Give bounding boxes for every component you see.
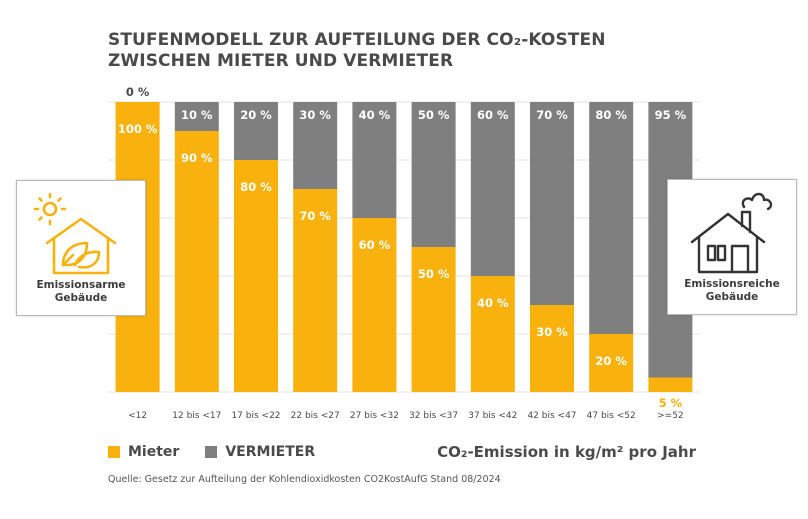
x-tick-label-1: 12 bis <17: [172, 411, 221, 421]
x-tick-label-0: <12: [128, 411, 147, 421]
bar-vermieter-5: [411, 102, 456, 247]
high-emission-building-label: Emissionsreiche Gebäude: [668, 278, 796, 304]
bar-mieter-5: [411, 247, 456, 392]
bar-mieter-6: [470, 276, 515, 392]
bar-mieter-2: [234, 160, 278, 392]
legend-label-vermieter: VERMIETER: [225, 444, 316, 460]
label-vermieter-6: 60 %: [477, 108, 509, 122]
house-leaf-sun-icon: [33, 192, 117, 275]
x-tick-labels: <12 12 bis <17 17 bis <22 22 bis <27 27 bis …: [128, 411, 684, 421]
label-mieter-4: 60 %: [359, 238, 391, 252]
label-mieter-8: 20 %: [595, 354, 627, 368]
label-vermieter-8: 80 %: [595, 108, 627, 122]
legend-item-vermieter: VERMIETER: [205, 444, 315, 460]
legend-label-mieter: Mieter: [128, 444, 180, 460]
x-tick-label-6: 37 bis <42: [468, 411, 517, 421]
label-mieter-2: 80 %: [240, 180, 272, 194]
low-emission-building-box: Emissionsarme Gebäude: [16, 180, 146, 316]
x-tick-label-5: 32 bis <37: [409, 411, 458, 421]
x-tick-label-4: 27 bis <32: [350, 411, 399, 421]
label-mieter-7: 30 %: [536, 325, 568, 339]
bars: [115, 102, 693, 392]
x-tick-label-2: 17 bis <22: [231, 411, 280, 421]
bar-mieter-7: [530, 305, 574, 392]
label-mieter-3: 70 %: [299, 209, 331, 223]
x-tick-label-7: 42 bis <47: [527, 411, 576, 421]
bar-mieter-8: [589, 334, 634, 392]
label-vermieter-7: 70 %: [536, 108, 568, 122]
data-labels: 0 % 100 % 10 % 90 % 20 % 80 % 30 % 70 % 40 % 60 %…: [118, 85, 687, 410]
bar-mieter-3: [293, 189, 338, 392]
x-tick-label-9: >=52: [657, 411, 684, 421]
bar-vermieter-8: [589, 102, 634, 334]
bar-vermieter-1: [174, 102, 219, 131]
label-vermieter-1: 10 %: [181, 108, 213, 122]
bar-vermieter-7: [530, 102, 574, 305]
legend: Mieter VERMIETER: [108, 444, 341, 460]
chart-title: STUFENMODELL ZUR AUFTEILUNG DER CO₂-KOST…: [108, 30, 606, 72]
bar-vermieter-4: [352, 102, 397, 218]
label-mieter-1: 90 %: [181, 151, 213, 165]
bar-vermieter-3: [293, 102, 338, 189]
chart-title-line-2: ZWISCHEN MIETER UND VERMIETER: [108, 51, 454, 71]
label-vermieter-4: 40 %: [359, 108, 391, 122]
label-mieter-5: 50 %: [418, 267, 450, 281]
bar-mieter-1: [174, 131, 219, 392]
bar-mieter-4: [352, 218, 397, 392]
label-vermieter-3: 30 %: [299, 108, 331, 122]
low-emission-label-line-2: Gebäude: [54, 292, 108, 304]
x-tick-label-3: 22 bis <27: [291, 411, 340, 421]
high-emission-label-line-1: Emissionsreiche: [684, 278, 780, 290]
source-note: Quelle: Gesetz zur Aufteilung der Kohlen…: [108, 474, 501, 485]
high-emission-label-line-2: Gebäude: [705, 291, 759, 303]
high-emission-building-box: Emissionsreiche Gebäude: [667, 179, 797, 315]
label-mieter-6: 40 %: [477, 296, 509, 310]
x-axis-title: CO₂-Emission in kg/m² pro Jahr: [437, 443, 696, 461]
label-mieter-0: 100 %: [118, 122, 158, 136]
low-emission-building-label: Emissionsarme Gebäude: [17, 279, 145, 305]
chart-title-line-1: STUFENMODELL ZUR AUFTEILUNG DER CO₂-KOST…: [108, 30, 606, 50]
label-vermieter-5: 50 %: [418, 108, 450, 122]
bar-mieter-9: [648, 377, 693, 392]
bar-vermieter-2: [234, 102, 278, 160]
label-vermieter-9: 95 %: [655, 108, 687, 122]
legend-swatch-vermieter: [205, 446, 218, 458]
legend-item-mieter: Mieter: [108, 444, 179, 460]
label-vermieter-2: 20 %: [240, 108, 272, 122]
low-emission-label-line-1: Emissionsarme: [36, 279, 126, 291]
bar-vermieter-6: [470, 102, 515, 276]
x-tick-label-8: 47 bis <52: [587, 411, 636, 421]
legend-swatch-mieter: [108, 446, 120, 458]
label-mieter-9: 5 %: [659, 396, 683, 410]
house-smoke-icon: [690, 192, 773, 274]
label-vermieter-0: 0 %: [126, 85, 150, 99]
